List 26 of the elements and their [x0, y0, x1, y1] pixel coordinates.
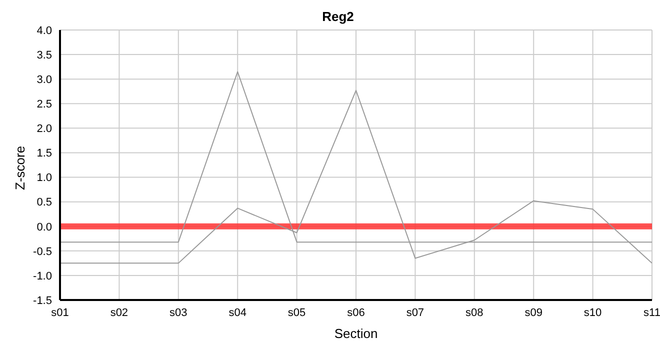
y-tick-label: 0.0 [36, 221, 52, 234]
y-tick-label: 3.0 [36, 74, 52, 86]
x-tick-label: s10 [584, 306, 602, 319]
x-tick-label: s11 [644, 306, 660, 319]
y-tick-label: 3.5 [36, 49, 52, 62]
x-axis-title: Section [334, 326, 378, 341]
y-tick-label: 1.0 [36, 172, 52, 184]
x-tick-label: s08 [466, 306, 484, 319]
chart-title: Reg2 [321, 8, 355, 26]
y-tick-label: 4.0 [36, 24, 52, 37]
y-tick-label: 2.5 [36, 98, 52, 111]
x-tick-label: s09 [524, 306, 542, 319]
x-tick-label: s07 [406, 306, 424, 319]
x-tick-label: s04 [228, 306, 246, 319]
x-tick-label: s03 [170, 306, 188, 319]
x-tick-label: s01 [51, 306, 69, 319]
y-tick-label: 2.0 [36, 123, 52, 136]
y-tick-label: 1.5 [36, 148, 52, 160]
x-tick-label: s05 [288, 306, 306, 319]
y-tick-label: -1.5 [33, 294, 52, 307]
y-tick-label: -0.5 [33, 246, 52, 258]
x-tick-label: s06 [347, 306, 365, 319]
y-tick-label: 0.5 [36, 196, 52, 209]
y-axis-title: Z-score [12, 146, 28, 190]
y-tick-label: -1.0 [33, 270, 52, 282]
x-tick-label: s02 [110, 306, 128, 319]
